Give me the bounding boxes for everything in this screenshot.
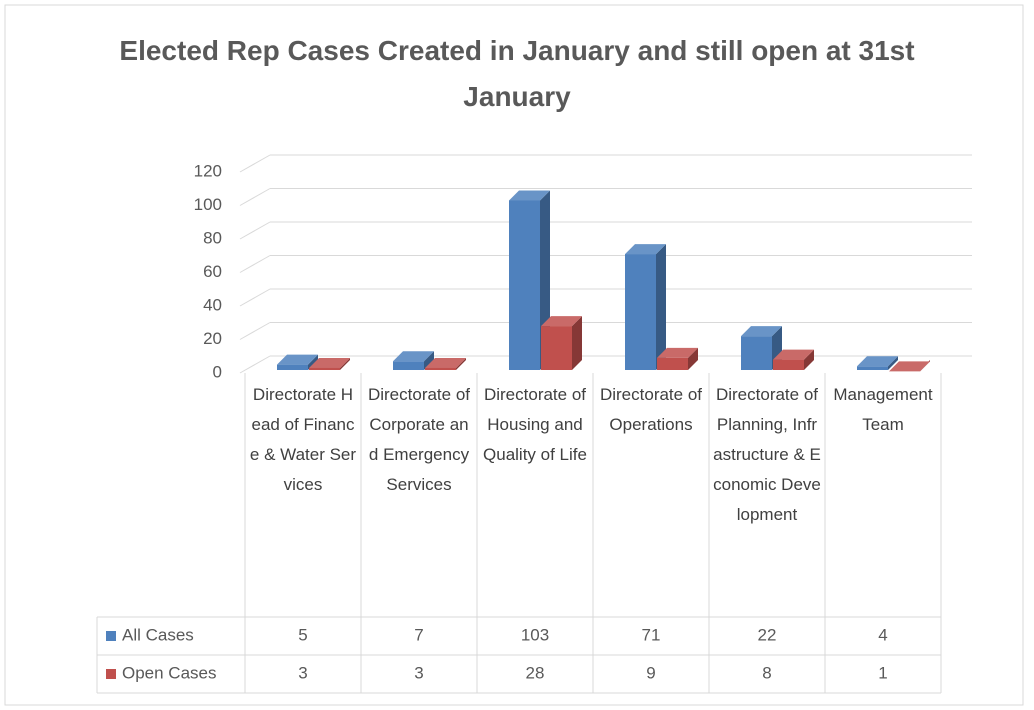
bar-side: [308, 354, 318, 370]
table-value: 103: [521, 625, 549, 644]
table-value: 28: [526, 663, 545, 682]
bar-top: [741, 326, 782, 337]
grid-line-side: [239, 355, 271, 374]
x-tick-label: Directorate of Operations: [599, 385, 703, 434]
bar: [889, 360, 930, 372]
x-tick-label: Directorate of Housing and Quality of Li…: [483, 385, 587, 464]
grid-line-side: [239, 288, 271, 307]
table-value: 8: [762, 663, 771, 682]
grid-line-side: [239, 221, 271, 240]
y-tick-label: 20: [203, 329, 222, 348]
x-tick-label: Directorate of Planning, Infrastructure …: [713, 385, 821, 524]
bar-front: [857, 366, 888, 370]
bar-top: [773, 349, 814, 360]
table-value: 4: [878, 625, 887, 644]
bar-top: [541, 316, 582, 327]
bar-top: [857, 356, 898, 367]
bar-side: [804, 349, 814, 370]
bar-front: [657, 357, 688, 370]
bar-top: [393, 351, 434, 362]
bar-front: [541, 326, 572, 370]
bar: [309, 357, 350, 370]
bar-side: [424, 351, 434, 370]
bar-side: [888, 356, 898, 370]
table-value: 3: [298, 663, 307, 682]
bar-top: [625, 244, 666, 255]
bar-top: [889, 361, 930, 372]
bar: [425, 357, 466, 370]
grid-line-side: [239, 188, 271, 206]
table-value: 5: [298, 625, 307, 644]
grid-line-side: [239, 322, 271, 340]
bar-side: [572, 316, 582, 370]
table-value: 7: [414, 625, 423, 644]
bar-front: [393, 361, 424, 370]
legend-swatch: [106, 669, 116, 679]
table-value: 22: [758, 625, 777, 644]
legend-swatch: [106, 631, 116, 641]
y-tick-label: 80: [203, 228, 222, 247]
bar-top: [309, 357, 350, 368]
bar-side: [688, 347, 698, 370]
table-value: 9: [646, 663, 655, 682]
legend-label: Open Cases: [122, 663, 217, 682]
x-tick-label: Directorate Head of Finance & Water Serv…: [249, 385, 357, 494]
bar-front: [425, 367, 456, 370]
bar-front: [741, 336, 772, 370]
x-tick-label: Directorate of Corporate and Emergency S…: [367, 385, 471, 494]
table-value: 1: [878, 663, 887, 682]
y-tick-label: 60: [203, 262, 222, 281]
bar-front: [509, 200, 540, 370]
y-tick-label: 100: [194, 195, 222, 214]
bar: [657, 347, 698, 370]
y-tick-label: 40: [203, 295, 222, 314]
bar: [541, 316, 582, 370]
bar-side: [656, 244, 666, 370]
bar: [277, 354, 318, 370]
chart-title: Elected Rep Cases Created in January and…: [119, 35, 915, 112]
bar-top: [509, 190, 550, 201]
bar: [509, 190, 550, 370]
bar-front: [773, 359, 804, 370]
y-tick-label: 120: [194, 161, 222, 180]
bar-side: [340, 357, 350, 370]
bar: [857, 356, 898, 370]
legend-label: All Cases: [122, 625, 194, 644]
bar-top: [425, 357, 466, 368]
grid-line-side: [239, 255, 271, 273]
bar: [773, 349, 814, 370]
table-value: 3: [414, 663, 423, 682]
y-tick-label: 0: [213, 362, 222, 381]
chart-frame: [4, 4, 1024, 706]
bar-front: [277, 364, 308, 370]
bar-top: [657, 347, 698, 358]
table-value: 71: [642, 625, 661, 644]
bar-top: [277, 354, 318, 365]
bar-front: [309, 367, 340, 370]
bar: [393, 351, 434, 370]
grid-line-side: [239, 154, 271, 173]
bar-front: [625, 254, 656, 370]
bar-side: [456, 357, 466, 370]
bar: [625, 244, 666, 370]
x-tick-label: Management Team: [833, 385, 933, 434]
